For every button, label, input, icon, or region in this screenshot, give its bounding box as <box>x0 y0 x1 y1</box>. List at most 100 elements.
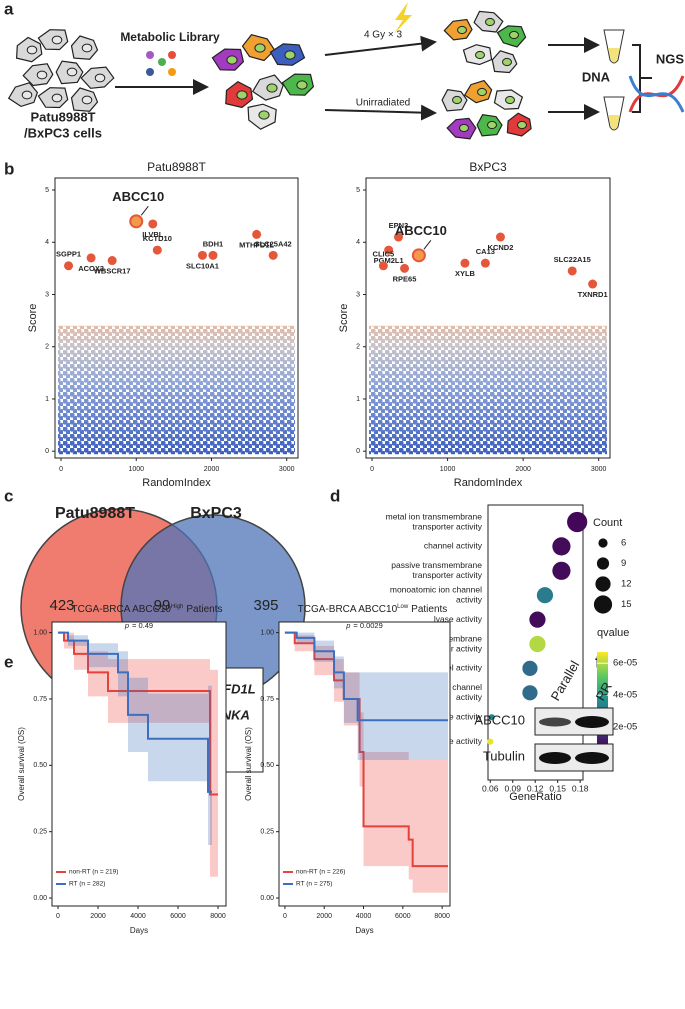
tick-label: 0.50 <box>33 762 47 769</box>
nucleus <box>66 67 78 77</box>
nucleus <box>94 73 106 83</box>
tick-label: 6000 <box>170 913 186 920</box>
gene-label: SLC22A15 <box>554 255 591 264</box>
plot-frame <box>51 621 227 907</box>
tick-label: 0.18 <box>572 783 589 793</box>
lane-label: RR <box>593 679 615 703</box>
tick-label: 3 <box>356 291 360 298</box>
gene-label: SLC10A1 <box>186 261 219 270</box>
gene-label: ACOX3 <box>78 264 104 273</box>
axis-label: Score <box>27 304 39 333</box>
tick-label: 0 <box>56 913 60 920</box>
panel-letter: e <box>4 652 13 671</box>
tick-label: 6000 <box>395 913 411 920</box>
legend-label: 15 <box>621 599 632 610</box>
tick-label: 2 <box>356 344 360 351</box>
p-symbol: p <box>124 621 129 630</box>
axis-label: Score <box>338 304 350 333</box>
tick-label: 0 <box>370 466 374 473</box>
point-cloud <box>369 325 607 455</box>
survival-curve <box>58 631 212 793</box>
gene-label: CLIC5 <box>373 250 395 259</box>
set-count: 395 <box>253 597 278 614</box>
p-value: p = 0.0029 <box>345 621 383 630</box>
tick-label: 4 <box>356 239 360 246</box>
tube-liquid <box>608 115 620 130</box>
tick-label: 0 <box>356 448 360 455</box>
gene-point <box>480 258 490 268</box>
band <box>575 716 609 728</box>
plot-title: Patu8988T <box>147 160 206 174</box>
term-label: passive transmembrane <box>391 560 482 570</box>
tick-label: 1 <box>45 396 49 403</box>
nucleus <box>26 45 38 55</box>
tick-label: 3 <box>45 291 49 298</box>
term-label: metal ion transmembrane <box>386 511 483 521</box>
gene-point <box>495 232 505 242</box>
nucleus <box>51 35 63 45</box>
colorbar <box>597 652 608 748</box>
gene-label: SLC25A42 <box>255 239 292 248</box>
overlap-count: 99 <box>154 597 171 614</box>
gene-label: ABCC10 <box>112 189 164 204</box>
nucleus <box>296 80 308 90</box>
tick-label: 3000 <box>279 466 295 473</box>
nucleus <box>81 95 93 105</box>
tube <box>603 96 625 131</box>
title-part: TCGA-BRCA ABCC10 <box>298 604 398 615</box>
confidence-band <box>284 632 449 893</box>
plot-title: TCGA-BRCA ABCC10Low Patients <box>298 604 448 615</box>
legend-label: 2e-05 <box>613 722 637 733</box>
gene-point <box>411 248 426 263</box>
library-icon <box>168 68 176 76</box>
label: NGS <box>656 51 685 66</box>
axis-label: Days <box>130 926 148 935</box>
tick-label: 1000 <box>128 466 144 473</box>
dot <box>522 660 538 677</box>
gene-point <box>86 253 96 263</box>
term-label: activity <box>456 594 483 604</box>
tick-label: 3000 <box>591 466 607 473</box>
set-name: Patu8988T <box>55 505 135 522</box>
nucleus <box>475 50 485 60</box>
title-part: High <box>171 604 183 610</box>
size-key <box>593 595 613 614</box>
helix <box>628 75 685 113</box>
dot <box>487 738 494 745</box>
legend-label: 6e-05 <box>613 658 637 669</box>
plot-title: TCGA-BRCA ABCC10High Patients <box>72 604 223 615</box>
label: /BxPC3 cells <box>24 125 102 140</box>
arrow <box>324 35 437 56</box>
legend-title: Count <box>593 517 622 529</box>
nucleus <box>485 17 495 27</box>
gene-point <box>208 250 218 260</box>
tick-label: 5 <box>356 187 360 194</box>
legend-label: 9 <box>621 558 626 569</box>
legend-label: 4e-05 <box>613 690 637 701</box>
axis-label: RandomIndex <box>454 477 523 489</box>
nucleus <box>459 123 469 133</box>
nucleus <box>236 90 248 100</box>
gene-point <box>148 219 158 229</box>
library-icon <box>146 51 154 59</box>
axis-label: Days <box>355 926 373 935</box>
p-value: p = 0.49 <box>124 621 153 630</box>
dot <box>522 685 538 701</box>
label: DNA <box>582 69 611 84</box>
gene-point <box>152 245 162 255</box>
confidence-band <box>58 632 212 845</box>
panel-letter: b <box>4 159 14 178</box>
gene-point <box>460 258 470 268</box>
label: Patu8988T <box>30 109 95 124</box>
set-count: 423 <box>49 597 74 614</box>
legend-label: 6 <box>621 538 626 549</box>
dot <box>529 611 546 628</box>
size-key <box>596 557 610 570</box>
legend-label: 12 <box>621 579 632 590</box>
gene-point <box>129 214 144 229</box>
nucleus <box>51 93 63 103</box>
dot <box>552 561 571 580</box>
survival-curve <box>284 631 449 722</box>
nucleus <box>457 25 467 35</box>
